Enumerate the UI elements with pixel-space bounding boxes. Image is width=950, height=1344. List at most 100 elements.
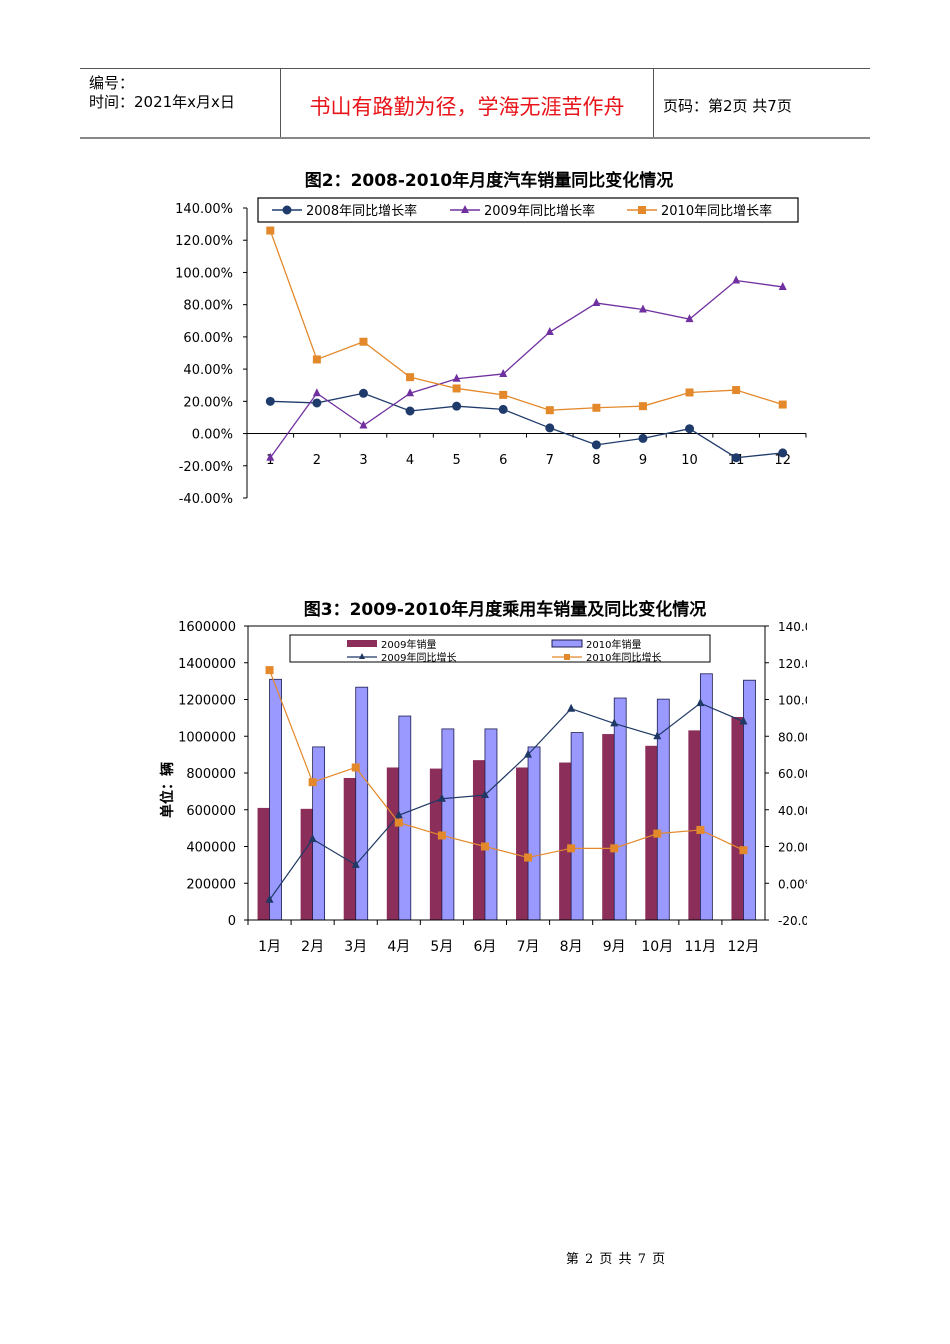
chart-2-point-series-1	[545, 327, 554, 336]
chart-2-x-axis: 123456789101112	[247, 433, 807, 468]
chart-2-point-series-0	[358, 388, 368, 398]
chart-3-point-series-2	[308, 834, 317, 843]
chart-3-bars	[257, 673, 756, 921]
chart-2-line-series-1	[269, 279, 783, 459]
chart-2-point-series-0	[685, 424, 695, 434]
chart-3-bar-series-1	[269, 678, 282, 921]
chart-2-x-tick-label: 8	[592, 453, 600, 468]
chart-2-point-series-2	[452, 384, 461, 393]
chart-2-point-series-0	[778, 448, 788, 458]
chart-3-legend-label-2: 2009年同比增长	[381, 651, 456, 664]
chart-3-y-axis-title: 单位：辆	[159, 762, 176, 818]
chart-2-y-tick-label: -20.00%	[179, 460, 233, 475]
chart-2-series	[265, 226, 788, 463]
chart-2-point-series-2	[406, 373, 415, 382]
chart-3-bar-series-0	[688, 730, 701, 920]
chart-2-legend-box	[257, 197, 799, 223]
chart-2-legend-marker-0	[282, 205, 292, 215]
chart-2-line-series-0	[270, 392, 783, 459]
chart-3-legend: 2009年销量 2010年销量 2009年同比增长 2010年同比增长	[289, 634, 711, 664]
chart-3-point-series-2	[265, 894, 274, 903]
chart-3-title: 图3：2009-2010年月度乘用车销量及同比变化情况	[304, 599, 707, 620]
chart-2-point-series-1	[732, 275, 741, 284]
chart-3-bar-series-1	[355, 686, 369, 921]
chart-2-point-series-2	[638, 402, 647, 411]
chart-2-x-tick-label: 3	[359, 453, 367, 468]
chart-3-bar-series-1	[699, 673, 713, 921]
chart-3-point-series-2	[437, 793, 446, 802]
chart-2-point-series-1	[638, 304, 647, 313]
page-footer: 第 2 页 共 7 页	[565, 1252, 667, 1267]
chart-2-y-axis: 140.00% 120.00% 100.00% 80.00% 60.00% 40.00% 2…	[175, 202, 248, 507]
chart-2-y-tick-label: 40.00%	[183, 363, 233, 378]
chart-3-legend-swatch-0	[347, 640, 377, 647]
chart-2-legend-label-0: 2008年同比增长率	[306, 203, 417, 219]
chart-2-x-tick-label: 6	[499, 453, 507, 468]
chart-2-legend-marker-1	[461, 205, 469, 213]
chart-3-legend-label-0: 2009年销量	[381, 638, 436, 651]
chart-3-point-series-3	[653, 829, 662, 838]
header-info-cell: 编号： 时间：2021年x月x日	[80, 69, 281, 137]
chart-3-x-tick-label: 11月	[684, 939, 716, 955]
chart-3-point-series-3	[265, 666, 274, 675]
chart-2-point-series-1	[452, 373, 461, 382]
chart-3-point-series-2	[610, 718, 619, 727]
chart-3-bar-series-1	[484, 728, 498, 921]
chart-3-x-tick-label: 5月	[430, 939, 453, 955]
chart-2-point-series-0	[452, 401, 462, 411]
chart-3-x-tick-label: 7月	[517, 939, 540, 955]
chart-3-point-series-3	[351, 763, 360, 772]
chart-2-point-series-1	[359, 420, 368, 429]
chart-3-x-tick-label: 3月	[344, 939, 367, 955]
chart-3-bar-series-0	[429, 768, 442, 920]
chart-2-legend-label-1: 2009年同比增长率	[484, 203, 595, 219]
chart-3-point-series-2	[524, 749, 533, 758]
chart-2-y-tick-label: 20.00%	[183, 395, 233, 410]
chart-3-point-series-3	[437, 831, 446, 840]
chart-3-point-series-2	[351, 859, 360, 868]
chart-2-x-tick-label: 4	[406, 453, 414, 468]
chart-2-point-series-0	[265, 396, 275, 406]
chart-2-x-tick-label: 2	[313, 453, 321, 468]
chart-3-point-series-2	[739, 716, 748, 725]
chart-2-x-tick-label: 5	[452, 453, 460, 468]
chart-3-bar-series-0	[343, 777, 356, 920]
document-header: 编号： 时间：2021年x月x日 书山有路勤为径，学海无涯苦作舟 页码：第2页 …	[80, 68, 870, 139]
chart-3-x-tick-label: 6月	[473, 939, 496, 955]
chart-3-bar-series-0	[472, 760, 485, 920]
chart-2: 图2：2008-2010年月度汽车销量同比变化情况 140.00% 120.00%…	[175, 170, 807, 507]
chart-3-point-series-3	[696, 825, 705, 834]
chart-3-bar-series-0	[645, 745, 658, 920]
chart-2-point-series-2	[592, 403, 601, 412]
chart-3-x-tick-label: 4月	[387, 939, 410, 955]
chart-3-y2-tick-label: 140.00%	[778, 620, 831, 634]
chart-2-point-series-2	[359, 337, 368, 346]
chart-3-x-tick-label: 9月	[603, 939, 626, 955]
chart-2-point-series-1	[312, 388, 321, 397]
chart-2-y-tick-label: 0.00%	[192, 428, 233, 443]
chart-2-y-tick-label: 120.00%	[175, 234, 233, 249]
chart-3-bar-series-0	[300, 808, 313, 920]
chart-3-y-tick-label: 0	[228, 914, 236, 929]
chart-2-point-series-2	[778, 400, 787, 409]
chart-3-y2-tick-label: 40.00%	[778, 804, 824, 818]
chart-3-legend-swatch-1	[551, 639, 583, 648]
chart-3-point-series-2	[653, 731, 662, 740]
chart-2-title: 图2：2008-2010年月度汽车销量同比变化情况	[305, 170, 674, 191]
chart-2-point-series-2	[545, 406, 554, 415]
header-motto: 书山有路勤为径，学海无涯苦作舟	[309, 95, 625, 119]
chart-3-point-series-3	[394, 818, 403, 827]
chart-3-y-tick-label: 1600000	[178, 620, 236, 635]
chart-3-bar-series-1	[312, 746, 326, 921]
chart-2-point-series-0	[545, 423, 555, 433]
chart-3-bar-series-0	[731, 716, 744, 920]
chart-3-y2-tick-label: -20.00%	[778, 914, 828, 928]
chart-3-point-series-2	[394, 810, 403, 819]
chart-2-point-series-2	[312, 355, 321, 364]
chart-2-y-tick-label: 140.00%	[175, 202, 233, 217]
chart-3-bar-series-1	[527, 746, 541, 921]
document-time-label: 时间：2021年x月x日	[89, 93, 235, 111]
chart-3-y2-tick-label: 100.00%	[778, 694, 831, 708]
chart-3-y-tick-label: 600000	[186, 804, 236, 819]
chart-2-legend-marker-2	[638, 206, 646, 214]
